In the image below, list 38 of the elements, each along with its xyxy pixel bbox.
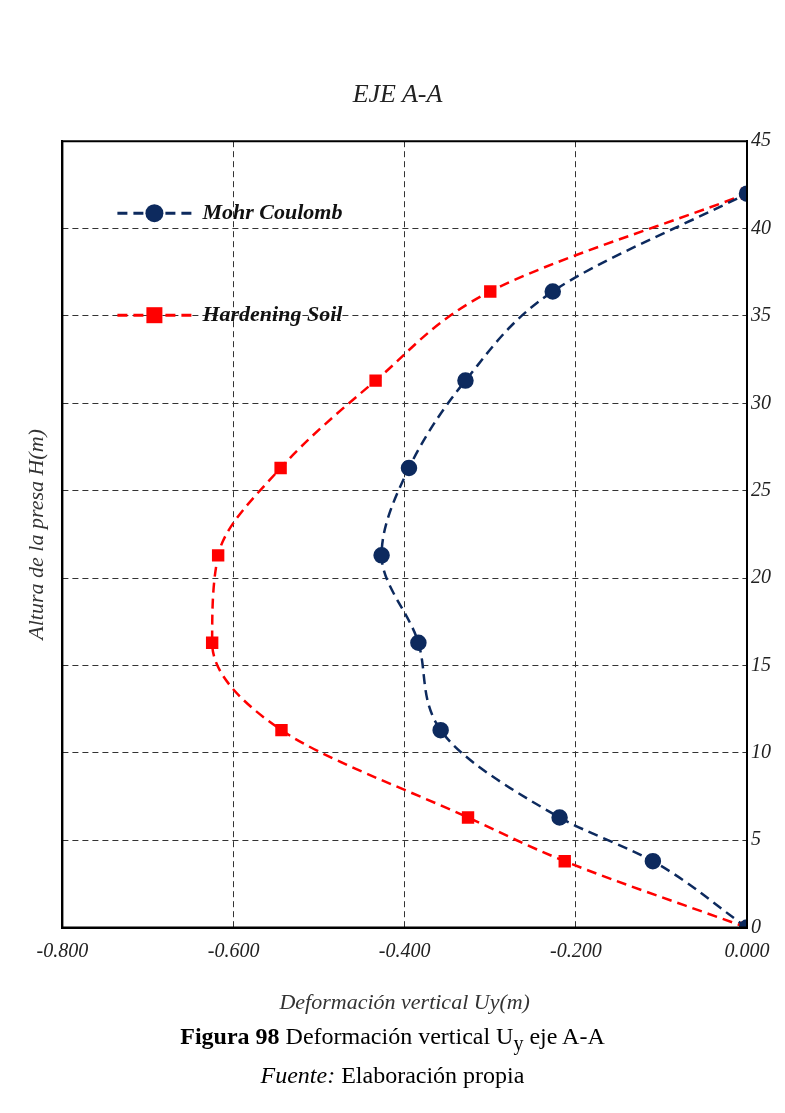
x-tick-label: -0.400 [378, 938, 431, 961]
y-tick-label: 30 [750, 390, 771, 413]
y-tick-label: 20 [751, 565, 771, 588]
y-tick-label: 40 [751, 215, 771, 238]
x-tick-label: -0.800 [36, 938, 89, 961]
y-tick-label: 25 [751, 477, 771, 500]
point [432, 721, 449, 739]
y-tick-label: 35 [750, 303, 771, 326]
y-tick-label: 5 [751, 827, 761, 850]
text: Fuente: Elaboración propia [259, 1060, 526, 1090]
point [274, 461, 287, 475]
x-tick-label: 0.000 [724, 938, 770, 961]
y-tick-label: 45 [751, 128, 771, 151]
chart-title: EJE A-A [351, 79, 443, 109]
point [551, 809, 568, 826]
point [558, 854, 571, 868]
legend-label: Hardening Soil [201, 300, 344, 326]
point [275, 723, 288, 737]
x-tick-label: -0.600 [207, 938, 260, 961]
y-tick-label: 10 [751, 740, 771, 763]
point [457, 372, 474, 389]
text: Figura 98 Deformación vertical U$_{y}$ eje A-A [179, 1022, 606, 1057]
point [484, 285, 497, 298]
point [369, 374, 382, 387]
y-tick-label: 0 [751, 914, 761, 937]
x-axis-title: Deformación vertical Uy(m) [278, 988, 530, 1014]
point [211, 549, 225, 562]
point [205, 636, 219, 649]
point [544, 283, 561, 300]
x-tick-label: -0.200 [550, 938, 602, 961]
legend-label: Mohr Coulomb [201, 198, 343, 224]
y-axis-title: Altura de la presa H(m) [22, 429, 48, 642]
point [400, 459, 418, 477]
y-tick-label: 15 [751, 652, 771, 675]
point [644, 852, 662, 870]
point [410, 634, 427, 651]
point [461, 811, 475, 824]
point [373, 547, 390, 564]
